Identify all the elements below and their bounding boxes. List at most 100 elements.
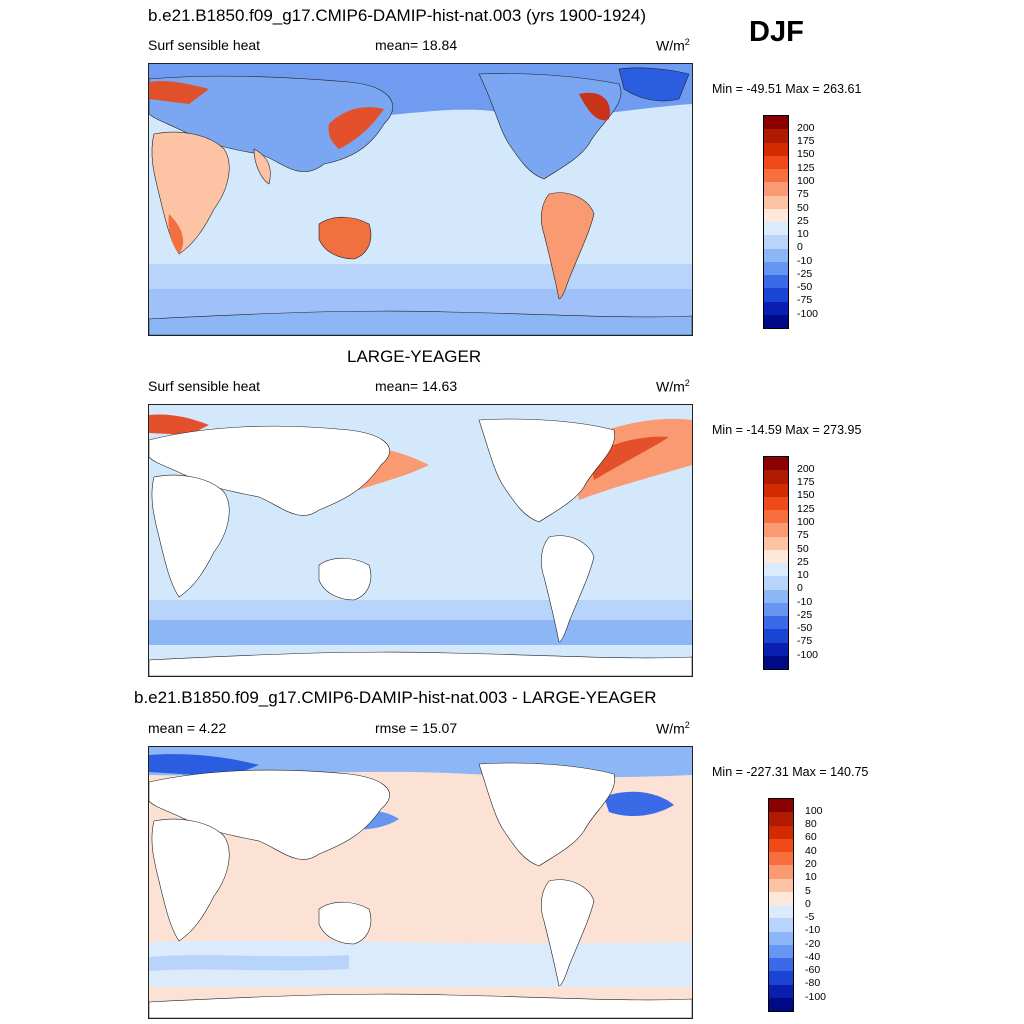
antarctica [149, 651, 692, 676]
colorbar-swatch [764, 248, 788, 262]
colorbar-swatch [769, 918, 793, 932]
colorbar-swatch [764, 629, 788, 643]
colorbar-tick-label: 0 [805, 898, 811, 910]
colorbar-swatch [764, 470, 788, 484]
colorbar-tick-label: 40 [805, 845, 817, 857]
south-africa-warm [168, 214, 184, 254]
colorbar-swatch [769, 865, 793, 879]
colorbar-tick-label: 75 [797, 188, 809, 200]
colorbar-swatch [769, 931, 793, 945]
colorbar-tick-label: 10 [797, 228, 809, 240]
colorbar-swatch [764, 142, 788, 156]
panel2-map [148, 404, 693, 677]
colorbar-tick-label: 60 [805, 831, 817, 843]
south-america [540, 879, 595, 987]
colorbar-tick-label: -50 [797, 281, 813, 293]
colorbar-tick-label: 100 [797, 175, 815, 187]
colorbar-swatch [764, 523, 788, 537]
australia [318, 557, 372, 601]
colorbar-swatch [764, 182, 788, 196]
panel2-map-svg [149, 405, 692, 676]
panel3-colorbar [768, 798, 794, 1012]
colorbar-swatch [769, 971, 793, 985]
panel2-variable: Surf sensible heat [148, 378, 261, 394]
panel3-units: W/m2 [656, 720, 690, 737]
colorbar-swatch [764, 235, 788, 249]
season-label: DJF [749, 16, 804, 48]
panel1-title: b.e21.B1850.f09_g17.CMIP6-DAMIP-hist-nat… [148, 6, 646, 25]
australia [318, 216, 372, 260]
colorbar-swatch [764, 589, 788, 603]
colorbar-swatch [764, 576, 788, 590]
panel3-minmax: Min = -227.31 Max = 140.75 [712, 765, 869, 779]
colorbar-tick-label: 200 [797, 463, 815, 475]
colorbar-swatch [769, 944, 793, 958]
colorbar-swatch [764, 563, 788, 577]
panel1-units: W/m2 [656, 37, 690, 54]
colorbar-tick-label: -75 [797, 635, 813, 647]
colorbar-tick-label: -50 [797, 622, 813, 634]
africa [151, 474, 230, 598]
colorbar-swatch [764, 314, 788, 328]
colorbar-swatch [764, 496, 788, 510]
colorbar-swatch [764, 208, 788, 222]
colorbar-swatch [769, 838, 793, 852]
colorbar-tick-label: 50 [797, 202, 809, 214]
south-america [540, 535, 595, 643]
colorbar-tick-label: 100 [797, 516, 815, 528]
colorbar-swatch [764, 155, 788, 169]
colorbar-tick-label: 175 [797, 476, 815, 488]
colorbar-swatch [764, 642, 788, 656]
colorbar-tick-label: -80 [805, 977, 821, 989]
panel3-map [148, 746, 693, 1019]
southern-band-2 [149, 620, 692, 645]
colorbar-swatch [769, 958, 793, 972]
colorbar-swatch [764, 169, 788, 183]
colorbar-tick-label: -40 [805, 951, 821, 963]
colorbar-tick-label: 80 [805, 818, 817, 830]
colorbar-tick-label: 20 [805, 858, 817, 870]
colorbar-tick-label: 25 [797, 556, 809, 568]
kuroshio-warm [328, 107, 384, 149]
colorbar-swatch [764, 275, 788, 289]
colorbar-swatch [764, 457, 788, 471]
colorbar-swatch [769, 799, 793, 813]
north-america [478, 418, 615, 523]
colorbar-swatch [769, 984, 793, 998]
colorbar-swatch [764, 602, 788, 616]
north-atlantic-warm [579, 92, 610, 121]
colorbar-swatch [764, 261, 788, 275]
gulf-stream-cold [604, 791, 674, 817]
colorbar-swatch [764, 129, 788, 143]
north-america [478, 762, 615, 867]
colorbar-swatch [769, 905, 793, 919]
colorbar-tick-label: 10 [805, 871, 817, 883]
colorbar-swatch [764, 222, 788, 236]
colorbar-tick-label: -10 [805, 924, 821, 936]
colorbar-tick-label: -100 [805, 991, 827, 1003]
colorbar-tick-label: 150 [797, 148, 815, 160]
antarctica [149, 993, 692, 1018]
colorbar-tick-label: -10 [797, 596, 813, 608]
colorbar-tick-label: 125 [797, 162, 815, 174]
colorbar-tick-label: -25 [797, 268, 813, 280]
colorbar-swatch [764, 536, 788, 550]
greenland [618, 67, 690, 102]
colorbar-swatch [769, 812, 793, 826]
panel3-map-svg [149, 747, 692, 1018]
colorbar-swatch [764, 116, 788, 130]
antarctica [149, 310, 692, 335]
colorbar-tick-label: 200 [797, 122, 815, 134]
panel1-colorbar [763, 115, 789, 329]
panel2-title: LARGE-YEAGER [347, 347, 482, 366]
colorbar-tick-label: 0 [797, 241, 803, 253]
colorbar-tick-label: 25 [797, 215, 809, 227]
colorbar-tick-label: 175 [797, 135, 815, 147]
colorbar-swatch [764, 549, 788, 563]
panel1-variable: Surf sensible heat [148, 37, 261, 53]
colorbar-swatch [764, 510, 788, 524]
australia [318, 901, 372, 945]
colorbar-tick-label: 50 [797, 543, 809, 555]
panel3-rmse: rmse = 15.07 [375, 720, 458, 736]
panel2-mean: mean= 14.63 [375, 378, 458, 394]
